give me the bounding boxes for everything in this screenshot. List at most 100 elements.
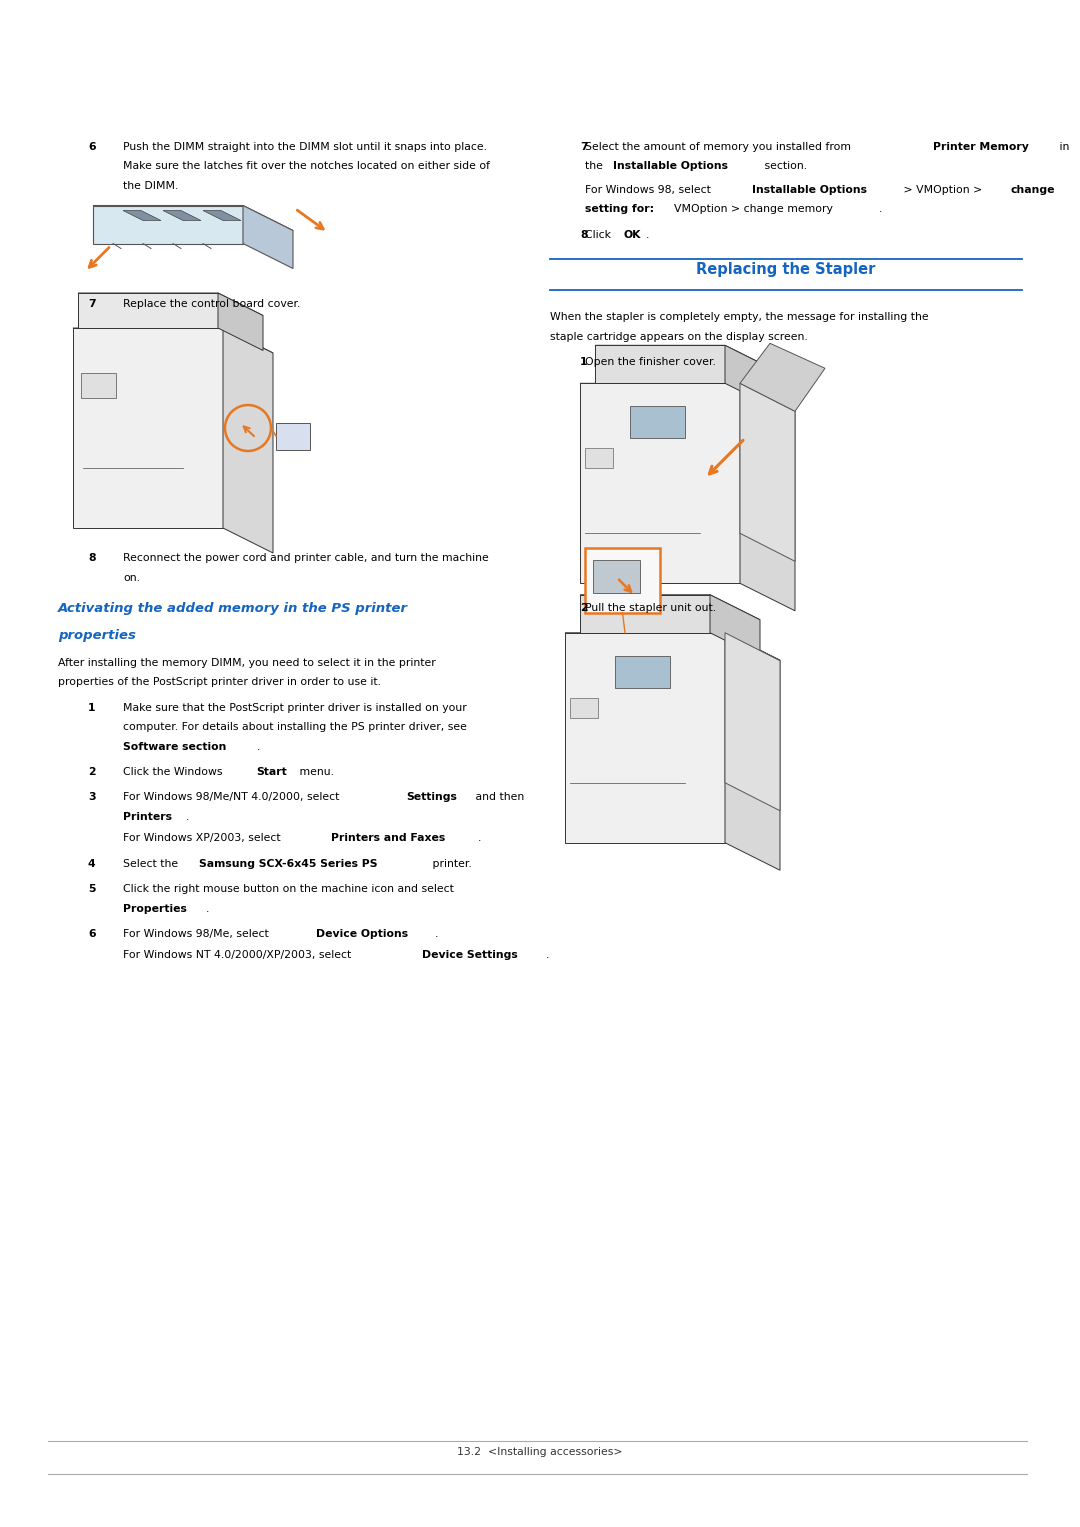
Text: .: . [478,834,482,843]
Text: For Windows 98, select: For Windows 98, select [585,185,714,195]
Text: menu.: menu. [296,767,334,777]
Polygon shape [276,423,310,450]
Text: Printers: Printers [123,812,172,822]
Polygon shape [73,328,273,353]
Text: .: . [186,812,190,822]
Polygon shape [78,293,218,328]
Text: Device Options: Device Options [315,928,408,939]
Text: staple cartridge appears on the display screen.: staple cartridge appears on the display … [550,331,808,342]
Text: Activating the added memory in the PS printer: Activating the added memory in the PS pr… [58,602,408,615]
Polygon shape [73,328,222,528]
Polygon shape [78,293,264,316]
Text: computer. For details about installing the PS printer driver, see: computer. For details about installing t… [123,722,467,733]
Polygon shape [93,206,293,231]
FancyBboxPatch shape [570,698,598,718]
Text: in: in [1056,142,1070,153]
Polygon shape [163,211,201,220]
Text: Reconnect the power cord and printer cable, and turn the machine: Reconnect the power cord and printer cab… [123,553,489,563]
Text: 1: 1 [87,702,95,713]
Text: Software section: Software section [123,742,227,751]
Text: 13.2  <Installing accessories>: 13.2 <Installing accessories> [457,1448,623,1457]
FancyBboxPatch shape [585,548,660,612]
Text: OK: OK [623,229,640,240]
Text: 8: 8 [580,229,588,240]
Text: 7: 7 [580,142,588,153]
Polygon shape [580,383,795,411]
Text: Click: Click [585,229,615,240]
Text: Replacing the Stapler: Replacing the Stapler [697,263,876,276]
Polygon shape [580,383,740,583]
Text: For Windows 98/Me/NT 4.0/2000, select: For Windows 98/Me/NT 4.0/2000, select [123,793,342,803]
Text: Make sure that the PostScript printer driver is installed on your: Make sure that the PostScript printer dr… [123,702,467,713]
Text: setting for:: setting for: [585,205,654,214]
Text: .: . [646,229,649,240]
Text: Device Settings: Device Settings [422,950,517,960]
Text: Replace the control board cover.: Replace the control board cover. [123,298,300,308]
Text: .: . [434,928,437,939]
Polygon shape [222,328,273,553]
Text: Click the right mouse button on the machine icon and select: Click the right mouse button on the mach… [123,884,454,895]
Text: Select the: Select the [123,858,181,869]
Polygon shape [218,293,264,351]
FancyBboxPatch shape [630,406,685,438]
Text: .: . [256,742,260,751]
Text: Open the finisher cover.: Open the finisher cover. [585,357,716,366]
Polygon shape [123,211,161,220]
Text: After installing the memory DIMM, you need to select it in the printer: After installing the memory DIMM, you ne… [58,658,435,667]
Polygon shape [565,632,780,660]
Text: Start: Start [256,767,286,777]
Text: Click the Windows: Click the Windows [123,767,226,777]
Text: 2: 2 [87,767,96,777]
Polygon shape [595,345,775,371]
Text: For Windows NT 4.0/2000/XP/2003, select: For Windows NT 4.0/2000/XP/2003, select [123,950,354,960]
FancyBboxPatch shape [585,449,613,469]
Polygon shape [203,211,241,220]
Text: 6: 6 [87,928,96,939]
Text: Printers and Faxes: Printers and Faxes [330,834,445,843]
Polygon shape [725,632,780,870]
Text: Settings: Settings [407,793,458,803]
Text: Push the DIMM straight into the DIMM slot until it snaps into place.: Push the DIMM straight into the DIMM slo… [123,142,487,153]
Polygon shape [93,206,243,243]
FancyBboxPatch shape [81,373,116,399]
Text: section.: section. [761,162,807,171]
Polygon shape [565,632,725,843]
Polygon shape [595,345,725,383]
Text: .: . [879,205,882,214]
Polygon shape [593,560,640,592]
Text: 7: 7 [87,298,96,308]
Text: Make sure the latches fit over the notches located on either side of: Make sure the latches fit over the notch… [123,162,490,171]
Text: > VMOption >: > VMOption > [901,185,986,195]
FancyBboxPatch shape [615,655,670,687]
Text: 4: 4 [87,858,96,869]
Polygon shape [740,383,795,611]
Text: Installable Options: Installable Options [752,185,867,195]
Text: printer.: printer. [429,858,472,869]
Text: Printer Memory: Printer Memory [933,142,1028,153]
Polygon shape [580,594,710,632]
Text: VMOption > change memory: VMOption > change memory [674,205,833,214]
Text: 6: 6 [87,142,96,153]
Text: the: the [585,162,606,171]
Text: properties of the PostScript printer driver in order to use it.: properties of the PostScript printer dri… [58,678,381,687]
Text: Installable Options: Installable Options [612,162,728,171]
Text: 3: 3 [87,793,96,803]
Text: Pull the stapler unit out.: Pull the stapler unit out. [585,603,716,614]
Polygon shape [580,594,760,620]
Polygon shape [710,594,760,658]
Text: For Windows 98/Me, select: For Windows 98/Me, select [123,928,272,939]
Text: Select the amount of memory you installed from: Select the amount of memory you installe… [585,142,854,153]
Text: properties: properties [58,629,136,641]
Text: 5: 5 [87,884,95,895]
Text: .: . [545,950,549,960]
Text: 2: 2 [580,603,588,614]
Text: 8: 8 [87,553,95,563]
Text: Properties: Properties [123,904,187,913]
Text: the DIMM.: the DIMM. [123,182,178,191]
Polygon shape [725,345,775,408]
Text: change: change [1011,185,1055,195]
Text: Samsung SCX-6x45 Series PS: Samsung SCX-6x45 Series PS [199,858,377,869]
Text: .: . [205,904,208,913]
Text: and then: and then [472,793,525,803]
Polygon shape [243,206,293,269]
